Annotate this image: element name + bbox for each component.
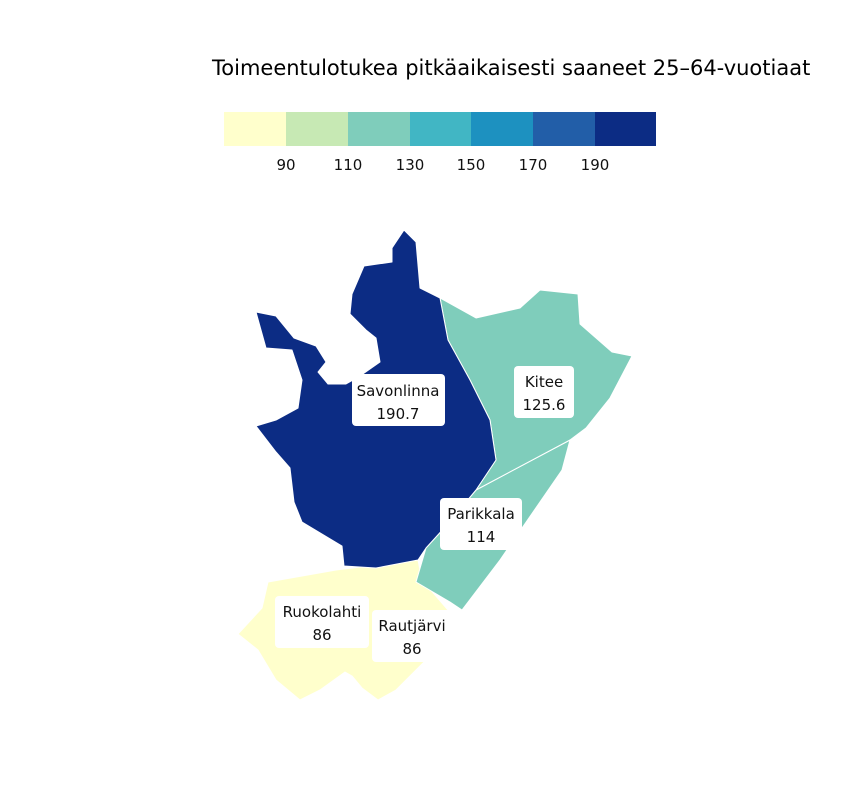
label-savonlinna: Savonlinna 190.7 xyxy=(352,374,445,426)
label-kitee: Kitee 125.6 xyxy=(514,366,574,418)
legend-swatch-5 xyxy=(471,112,533,146)
legend-swatch-4 xyxy=(410,112,471,146)
label-rautjarvi-value: 86 xyxy=(402,640,421,658)
label-savonlinna-name: Savonlinna xyxy=(357,382,440,400)
legend-tick-110: 110 xyxy=(334,156,363,174)
label-parikkala-name: Parikkala xyxy=(447,505,515,523)
label-ruokolahti-value: 86 xyxy=(312,626,331,644)
label-kitee-name: Kitee xyxy=(525,373,563,391)
legend-tick-90: 90 xyxy=(276,156,295,174)
legend-swatch-3 xyxy=(348,112,410,146)
map-title: Toimeentulotukea pitkäaikaisesti saaneet… xyxy=(212,56,811,80)
label-ruokolahti-name: Ruokolahti xyxy=(283,603,362,621)
legend: 90 110 130 150 170 190 xyxy=(224,112,656,174)
legend-swatch-2 xyxy=(286,112,348,146)
legend-swatch-1 xyxy=(224,112,286,146)
label-rautjarvi: Rautjärvi 86 xyxy=(372,610,452,662)
legend-tick-130: 130 xyxy=(396,156,425,174)
label-parikkala-value: 114 xyxy=(467,528,496,546)
labels: Savonlinna 190.7 Kitee 125.6 Parikkala 1… xyxy=(275,366,574,662)
legend-tick-170: 170 xyxy=(519,156,548,174)
legend-tick-150: 150 xyxy=(457,156,486,174)
legend-tick-190: 190 xyxy=(581,156,610,174)
label-ruokolahti: Ruokolahti 86 xyxy=(275,596,369,648)
label-savonlinna-value: 190.7 xyxy=(377,405,420,423)
label-parikkala: Parikkala 114 xyxy=(440,498,522,550)
legend-swatch-7 xyxy=(595,112,656,146)
label-rautjarvi-name: Rautjärvi xyxy=(378,617,445,635)
label-kitee-value: 125.6 xyxy=(523,396,566,414)
legend-swatch-6 xyxy=(533,112,595,146)
